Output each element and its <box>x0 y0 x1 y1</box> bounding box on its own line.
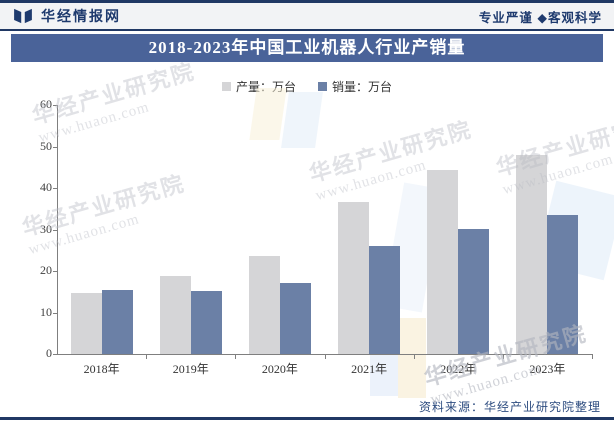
bar-production-2023年 <box>516 154 548 354</box>
y-axis-tick-label: 0 <box>46 346 52 360</box>
bar-production-2021年 <box>338 202 370 354</box>
y-axis-tick-mark <box>53 229 57 231</box>
bar-sales-2022年 <box>458 228 490 354</box>
header-bar: 华经情报网 专业严谨 ◆客观科学 <box>0 3 614 29</box>
bar-production-2019年 <box>159 276 191 354</box>
y-axis-tick-label: 30 <box>40 221 52 236</box>
y-axis-tick-mark <box>53 188 57 189</box>
y-axis-tick-mark <box>53 354 57 355</box>
x-axis-tick-mark <box>324 355 326 359</box>
y-axis-tick-label: 60 <box>40 97 52 111</box>
y-axis-tick-mark <box>53 146 57 148</box>
x-axis-tick-mark <box>413 355 415 359</box>
x-axis-tick-mark <box>592 355 593 359</box>
bar-sales-2023年 <box>547 215 579 354</box>
x-axis-category-label: 2019年 <box>172 362 209 376</box>
bar-production-2022年 <box>427 170 459 354</box>
bar-sales-2019年 <box>190 290 222 354</box>
x-axis-tick-mark <box>146 355 148 359</box>
bar-production-2020年 <box>248 255 280 354</box>
x-axis-category-label: 2018年 <box>83 362 120 376</box>
bar-sales-2020年 <box>279 283 311 354</box>
bar-sales-2018年 <box>101 289 133 354</box>
legend-item-sales: 销量：万台 <box>318 78 392 95</box>
bar-sales-2021年 <box>369 245 401 354</box>
y-axis-tick-mark <box>53 312 57 314</box>
y-axis-tick-label: 50 <box>40 138 52 153</box>
y-axis-tick-mark <box>53 105 57 106</box>
bar-production-2018年 <box>70 292 102 354</box>
bottom-border-line <box>0 417 614 420</box>
x-axis-category-label: 2023年 <box>529 362 566 376</box>
y-axis-tick-mark <box>53 271 57 272</box>
huajing-logo-icon <box>12 8 34 24</box>
x-axis-category-label: 2020年 <box>261 362 298 376</box>
brand-area: 华经情报网 <box>12 6 121 26</box>
y-axis-tick-label: 20 <box>40 263 52 277</box>
x-axis-tick-mark <box>502 355 504 359</box>
production-swatch <box>221 82 231 91</box>
plot-area <box>57 105 593 355</box>
data-source-note: 资料来源：华经产业研究院整理 <box>418 400 601 414</box>
x-axis-category-label: 2021年 <box>351 362 388 376</box>
legend-label-sales: 销量：万台 <box>332 80 393 94</box>
y-axis-tick-label: 40 <box>40 180 52 194</box>
brand-name: 华经情报网 <box>41 8 121 24</box>
header-slogan: 专业严谨 ◆客观科学 <box>478 10 602 25</box>
chart-title-banner: 2018-2023年中国工业机器人行业产销量 <box>11 34 603 62</box>
x-axis-tick-mark <box>235 355 237 359</box>
header-divider-line <box>0 29 614 31</box>
sales-swatch <box>318 82 327 91</box>
top-border-line <box>0 0 614 3</box>
x-axis-category-label: 2022年 <box>440 362 477 376</box>
y-axis-tick-label: 10 <box>40 304 52 319</box>
